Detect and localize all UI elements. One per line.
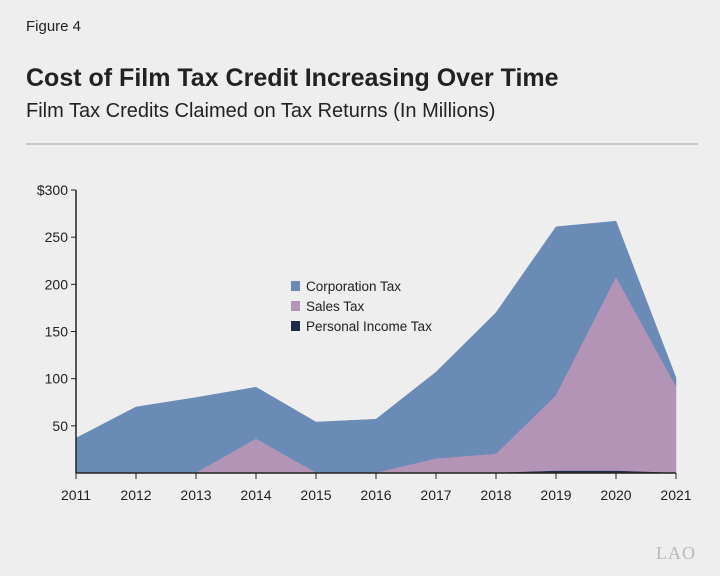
x-tick-label: 2014 [240,487,271,503]
legend-label: Personal Income Tax [306,319,432,334]
x-tick-label: 2017 [420,487,451,503]
x-tick-label: 2011 [61,487,91,503]
x-tick-label: 2015 [300,487,331,503]
x-tick-label: 2021 [660,487,691,503]
y-tick-label: 100 [45,371,69,387]
y-tick-label: $300 [37,182,68,198]
y-tick-label: 150 [45,324,69,340]
y-tick-label: 200 [45,276,69,292]
legend-swatch [291,321,300,331]
x-tick-label: 2016 [360,487,391,503]
lao-logo: LAO [656,543,696,563]
legend-swatch [291,281,300,291]
y-tick-label: 250 [45,229,69,245]
x-tick-label: 2020 [600,487,631,503]
legend-label: Corporation Tax [306,279,401,294]
legend-label: Sales Tax [306,299,365,314]
chart-title: Cost of Film Tax Credit Increasing Over … [26,64,559,92]
x-tick-label: 2013 [180,487,211,503]
x-tick-label: 2019 [540,487,571,503]
y-tick-label: 50 [52,418,68,434]
x-tick-label: 2018 [480,487,511,503]
chart-subtitle: Film Tax Credits Claimed on Tax Returns … [26,100,496,122]
divider [26,143,698,145]
x-tick-label: 2012 [120,487,151,503]
legend-swatch [291,301,300,311]
figure-label: Figure 4 [26,18,82,35]
